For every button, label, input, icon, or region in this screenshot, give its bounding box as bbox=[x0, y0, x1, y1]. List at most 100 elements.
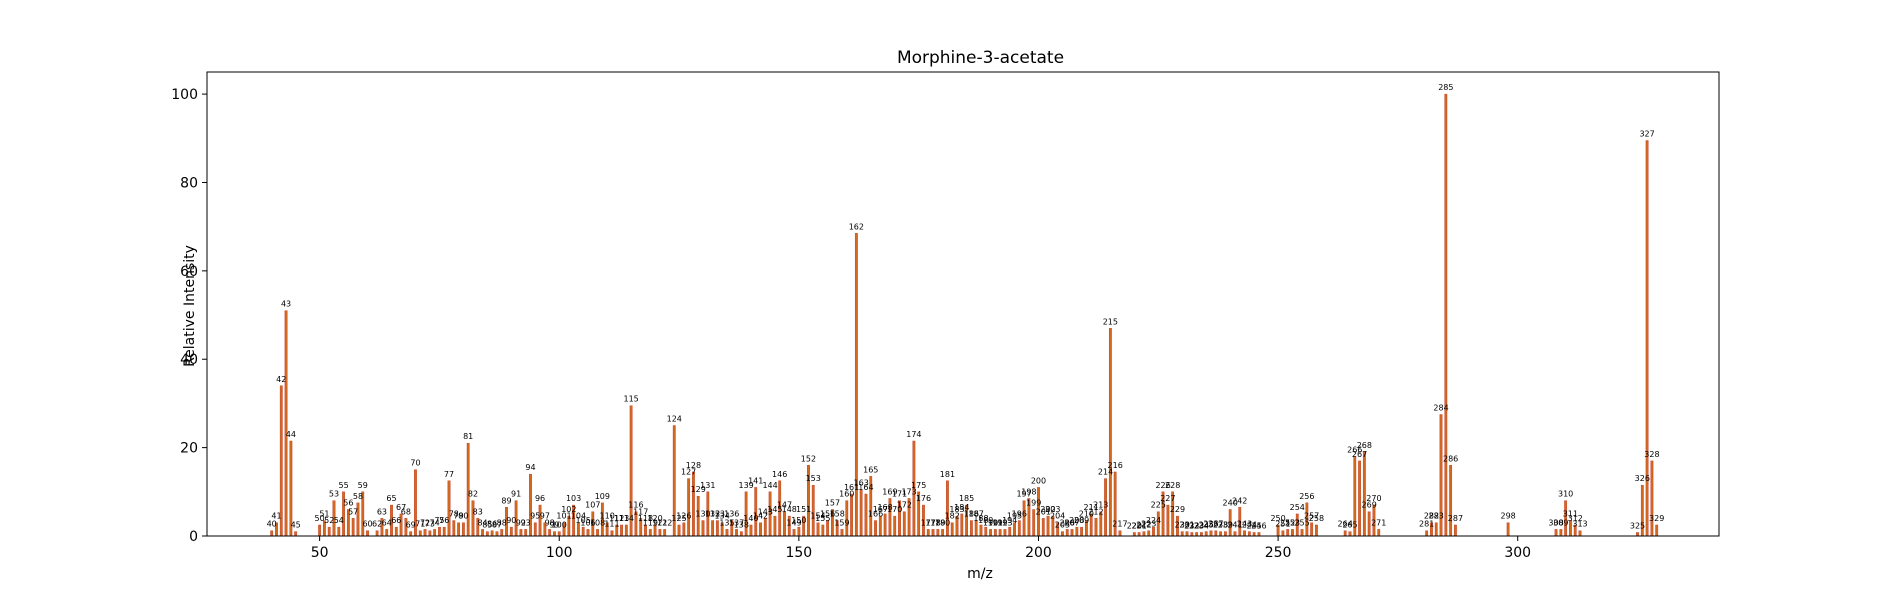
peak-bar-60 bbox=[366, 530, 369, 537]
peak-label-52: 52 bbox=[324, 516, 334, 525]
peak-bar-62 bbox=[375, 530, 379, 537]
peak-label-170: 170 bbox=[887, 505, 902, 514]
peak-bar-238 bbox=[1219, 531, 1222, 537]
peak-label-128: 128 bbox=[686, 461, 701, 470]
peak-bar-93 bbox=[524, 529, 528, 537]
peak-bar-271 bbox=[1377, 529, 1381, 537]
peak-bar-265 bbox=[1348, 531, 1352, 537]
peak-label-205: 205 bbox=[1055, 521, 1070, 530]
peak-label-103: 103 bbox=[566, 494, 581, 503]
peak-label-139: 139 bbox=[738, 481, 753, 490]
peak-label-153: 153 bbox=[806, 474, 821, 483]
peak-label-243: 243 bbox=[1237, 520, 1252, 529]
peak-bar-243 bbox=[1243, 530, 1246, 537]
peak-label-180: 180 bbox=[935, 518, 950, 527]
peak-label-242: 242 bbox=[1232, 496, 1247, 505]
peak-bar-75 bbox=[438, 526, 441, 537]
peak-label-160: 160 bbox=[839, 490, 854, 499]
peak-label-258: 258 bbox=[1309, 514, 1324, 523]
peak-bar-82 bbox=[471, 500, 475, 537]
peak-label-145: 145 bbox=[767, 505, 782, 514]
peak-label-190: 190 bbox=[983, 518, 998, 527]
peak-bar-325 bbox=[1636, 532, 1639, 537]
peak-label-183: 183 bbox=[949, 505, 964, 514]
peak-bar-206 bbox=[1065, 529, 1069, 537]
peak-label-230: 230 bbox=[1175, 521, 1190, 530]
peak-bar-168 bbox=[883, 513, 887, 537]
peak-bar-76 bbox=[442, 526, 446, 537]
peak-label-236: 236 bbox=[1203, 520, 1218, 529]
peak-label-87: 87 bbox=[492, 521, 502, 530]
peak-bar-79 bbox=[457, 522, 460, 537]
peak-label-137: 137 bbox=[729, 518, 744, 527]
peak-label-76: 76 bbox=[439, 516, 449, 525]
peak-label-57: 57 bbox=[348, 507, 358, 516]
peak-label-245: 245 bbox=[1246, 521, 1261, 530]
peak-label-268: 268 bbox=[1357, 441, 1372, 450]
peak-bar-154 bbox=[816, 522, 820, 537]
y-tick-label-40: 40 bbox=[180, 352, 198, 368]
peak-bar-180 bbox=[941, 529, 945, 537]
y-tick-label-60: 60 bbox=[180, 264, 198, 280]
peak-label-117: 117 bbox=[633, 507, 648, 516]
peak-bar-194 bbox=[1008, 526, 1012, 537]
peak-label-214: 214 bbox=[1098, 468, 1113, 477]
peak-label-269: 269 bbox=[1362, 501, 1377, 510]
peak-bar-155 bbox=[821, 524, 825, 537]
peak-bar-222 bbox=[1142, 531, 1146, 537]
peak-bar-283 bbox=[1434, 522, 1438, 537]
peak-bar-121 bbox=[658, 529, 662, 537]
peak-bar-74 bbox=[433, 529, 437, 537]
peak-label-186: 186 bbox=[964, 510, 979, 519]
peak-label-313: 313 bbox=[1572, 520, 1587, 529]
peak-label-41: 41 bbox=[271, 512, 281, 521]
peak-label-264: 264 bbox=[1338, 520, 1353, 529]
peak-label-213: 213 bbox=[1093, 501, 1108, 510]
peak-label-138: 138 bbox=[734, 521, 749, 530]
peak-label-235: 235 bbox=[1199, 521, 1214, 530]
peak-label-132: 132 bbox=[705, 510, 720, 519]
peak-label-85: 85 bbox=[482, 521, 492, 530]
peak-bar-127 bbox=[687, 478, 691, 537]
peak-bar-161 bbox=[850, 493, 853, 537]
peak-bar-193 bbox=[1003, 529, 1007, 537]
peak-label-110: 110 bbox=[600, 512, 615, 521]
peak-bar-125 bbox=[677, 524, 681, 537]
peak-bar-182 bbox=[950, 522, 954, 537]
peak-label-199: 199 bbox=[1026, 498, 1041, 507]
peak-label-308: 308 bbox=[1548, 518, 1563, 527]
peak-bar-133 bbox=[715, 520, 719, 537]
peak-label-101: 101 bbox=[556, 512, 571, 521]
peak-bar-190 bbox=[989, 529, 992, 537]
peak-label-108: 108 bbox=[590, 518, 605, 527]
peak-label-106: 106 bbox=[580, 518, 595, 527]
peak-bar-221 bbox=[1137, 532, 1141, 537]
peak-label-270: 270 bbox=[1366, 494, 1381, 503]
peak-label-216: 216 bbox=[1108, 461, 1123, 470]
peak-bar-106 bbox=[586, 529, 590, 537]
peak-bar-85 bbox=[485, 531, 489, 537]
peak-label-217: 217 bbox=[1112, 520, 1127, 529]
peak-label-134: 134 bbox=[715, 512, 730, 521]
peak-label-244: 244 bbox=[1242, 521, 1257, 530]
peak-label-240: 240 bbox=[1223, 498, 1238, 507]
peak-label-114: 114 bbox=[619, 514, 634, 523]
peak-label-227: 227 bbox=[1160, 494, 1175, 503]
peak-label-173: 173 bbox=[901, 487, 916, 496]
peak-label-79: 79 bbox=[454, 512, 464, 521]
peak-label-283: 283 bbox=[1429, 512, 1444, 521]
peak-label-265: 265 bbox=[1342, 521, 1357, 530]
peak-label-174: 174 bbox=[906, 430, 921, 439]
peak-label-222: 222 bbox=[1136, 521, 1151, 530]
peak-label-63: 63 bbox=[377, 507, 387, 516]
peak-bar-132 bbox=[711, 520, 715, 537]
peak-label-58: 58 bbox=[353, 492, 363, 501]
peak-bar-245 bbox=[1252, 532, 1256, 537]
peak-label-53: 53 bbox=[329, 490, 339, 499]
peak-label-80: 80 bbox=[458, 512, 468, 521]
peak-label-209: 209 bbox=[1074, 516, 1089, 525]
peak-label-135: 135 bbox=[719, 518, 734, 527]
peak-bar-95 bbox=[533, 522, 537, 537]
